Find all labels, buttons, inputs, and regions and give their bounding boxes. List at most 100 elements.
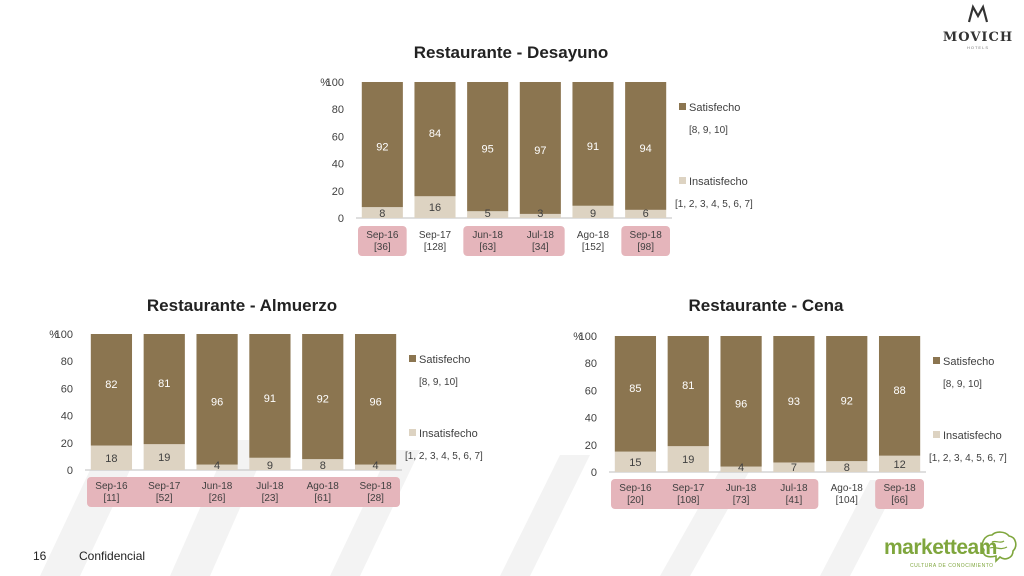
bar-insatisfecho [826,461,868,472]
movich-logo: MOVICH HOTELS [938,4,1018,50]
y-unit-label: % [49,329,59,341]
legend-swatch-satisfecho [679,103,686,110]
x-tick-label: Sep-16 [619,483,652,494]
x-tick-label: Jun-18 [202,481,233,492]
bar-satisfecho [826,336,868,462]
y-tick-label: 20 [332,186,344,198]
brand-name: MOVICH [942,30,1014,45]
x-tick-label: Sep-18 [630,230,663,241]
y-tick-label: 100 [55,329,73,341]
y-tick-label: 0 [67,465,73,477]
x-tick-label: Jul-18 [527,230,555,241]
y-tick-label: 0 [591,467,597,479]
bar-insatisfecho [720,466,762,472]
data-label-insatisfecho: 5 [485,208,491,220]
x-tick-label: Jun-18 [472,230,503,241]
data-label-satisfecho: 81 [158,378,170,390]
bar-satisfecho [361,82,403,208]
data-label-insatisfecho: 4 [214,460,220,472]
bar-insatisfecho [302,459,344,470]
data-label-satisfecho: 91 [264,393,276,405]
bar-satisfecho [667,336,709,447]
data-label-satisfecho: 91 [587,141,599,153]
partner-tagline: CULTURA DE CONOCIMIENTO [910,563,994,569]
bar-insatisfecho [354,464,397,470]
y-unit-label: % [573,331,583,343]
data-label-insatisfecho: 7 [791,462,797,474]
y-tick-label: 60 [585,385,597,397]
bar-insatisfecho [249,457,291,470]
y-tick-label: 40 [585,413,597,425]
legend-range-insatisfecho: [1, 2, 3, 4, 5, 6, 7] [929,453,1007,464]
sample-size-label: [52] [156,493,173,504]
bar-insatisfecho [773,462,815,472]
category-highlight-box [611,479,819,509]
partner-name: marketteam [884,536,997,559]
sample-size-label: [63] [479,242,496,253]
data-label-insatisfecho: 15 [629,457,641,469]
sample-size-label: [73] [733,495,750,506]
bar-insatisfecho [143,444,185,470]
data-label-satisfecho: 92 [376,142,388,154]
data-label-satisfecho: 96 [735,398,747,410]
category-highlight-box [358,226,407,256]
sample-size-label: [11] [103,493,119,504]
data-label-satisfecho: 96 [369,396,381,408]
data-label-insatisfecho: 12 [893,459,905,471]
bar-insatisfecho [878,455,921,472]
bar-satisfecho [467,82,509,212]
data-label-insatisfecho: 9 [590,208,596,220]
category-highlight-box [875,479,924,509]
bar-satisfecho [302,334,344,460]
sample-size-label: [36] [374,242,391,253]
bar-insatisfecho [572,205,614,218]
data-label-satisfecho: 96 [211,396,223,408]
marketteam-logo: marketteam CULTURA DE CONOCIMIENTO [884,530,1020,574]
x-tick-label: Sep-16 [95,481,128,492]
bar-insatisfecho [467,211,509,218]
data-label-satisfecho: 82 [105,379,117,391]
y-tick-label: 100 [579,331,597,343]
bar-insatisfecho [196,464,238,470]
x-tick-label: Ago-18 [577,230,610,241]
bar-satisfecho [143,334,185,445]
x-tick-label: Sep-17 [148,481,181,492]
legend-swatch-insatisfecho [933,431,940,438]
data-label-insatisfecho: 4 [373,460,379,472]
data-label-satisfecho: 93 [788,396,800,408]
y-tick-label: 0 [338,213,344,225]
x-tick-label: Sep-18 [359,481,392,492]
x-tick-label: Sep-18 [883,483,916,494]
x-tick-label: Jun-18 [726,483,757,494]
data-label-satisfecho: 88 [893,385,905,397]
bar-insatisfecho [90,445,133,470]
sample-size-label: [26] [209,493,226,504]
chart-title-desayuno: Restaurante - Desayuno [413,43,609,62]
legend-label-insatisfecho: Insatisfecho [419,428,478,440]
bar-insatisfecho [614,451,657,472]
x-tick-label: Jul-18 [256,481,284,492]
data-label-insatisfecho: 8 [379,208,385,220]
legend-label-satisfecho: Satisfecho [689,102,740,114]
x-tick-label: Ago-18 [831,483,864,494]
category-highlight-box [463,226,565,256]
data-label-satisfecho: 81 [682,380,694,392]
legend-range-insatisfecho: [1, 2, 3, 4, 5, 6, 7] [675,199,753,210]
bar-satisfecho [354,334,397,465]
sample-size-label: [41] [786,495,803,506]
x-tick-label: Sep-17 [672,483,705,494]
data-label-satisfecho: 92 [317,394,329,406]
legend-label-satisfecho: Satisfecho [943,356,994,368]
bar-satisfecho [625,82,667,210]
bar-satisfecho [572,82,614,206]
data-label-satisfecho: 84 [429,128,441,140]
bar-satisfecho [614,336,657,452]
legend-range-satisfecho: [8, 9, 10] [419,377,458,388]
y-tick-label: 80 [585,358,597,370]
bar-insatisfecho [625,209,667,218]
sample-size-label: [108] [677,495,699,506]
data-label-insatisfecho: 8 [844,462,850,474]
y-tick-label: 60 [61,383,73,395]
